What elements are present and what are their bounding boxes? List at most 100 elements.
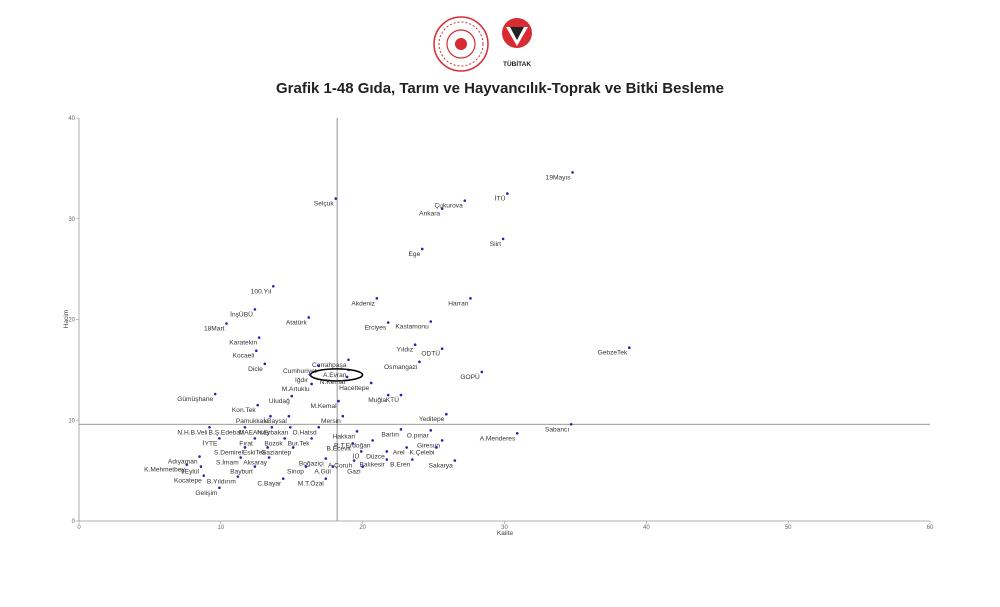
- point-label: Iğdır: [295, 377, 309, 384]
- point-label: Kocatepe: [174, 478, 202, 485]
- y-tick-label: 40: [68, 116, 75, 122]
- point-label: M.Kemal: [311, 403, 338, 410]
- point-label: Karatekin: [229, 340, 257, 347]
- point-label: İYTE: [203, 438, 218, 447]
- data-point: [369, 381, 373, 385]
- point-label: A.Menderes: [480, 435, 516, 442]
- point-label: A.Gül: [314, 469, 331, 476]
- data-point: [569, 422, 573, 426]
- data-point: [331, 465, 335, 468]
- point-label: GebzeTek: [598, 350, 628, 357]
- point-label: Balıkesir: [359, 462, 385, 469]
- point-label: Pamukkale: [236, 418, 269, 425]
- data-point: [198, 455, 201, 458]
- point-label: Selçuk: [314, 201, 334, 208]
- point-label: N.H.B.Veli: [177, 429, 208, 436]
- data-point: [243, 426, 247, 429]
- data-point: [571, 171, 574, 174]
- data-point: [270, 426, 274, 429]
- point-label: Mersin: [321, 418, 341, 425]
- point-label: Gümüşhane: [177, 396, 213, 403]
- data-point: [385, 458, 389, 461]
- point-label: B.Yıldırım: [207, 479, 236, 486]
- data-point: [239, 456, 242, 459]
- data-point: [628, 346, 631, 350]
- data-point: [480, 370, 484, 374]
- point-label: Bartın: [381, 431, 399, 438]
- point-label: N.Kemal: [320, 379, 346, 386]
- data-point: [283, 437, 286, 440]
- data-point: [341, 414, 345, 418]
- axes: 0 10 20 30 40 50 60 0 10 20 30 40: [68, 116, 934, 531]
- point-label: K.Mehmetbey: [144, 467, 185, 474]
- point-label: Muğla: [368, 397, 386, 404]
- point-label: MAEArsoy: [239, 429, 271, 436]
- data-point: [337, 399, 340, 403]
- y-tick-label: 30: [68, 217, 75, 223]
- point-label: Gaziantep: [261, 449, 291, 456]
- point-label: Osmangazi: [384, 364, 418, 371]
- point-label: A.Evran: [323, 372, 347, 379]
- data-point: [266, 446, 269, 449]
- data-point: [218, 437, 221, 440]
- data-point: [385, 450, 389, 453]
- data-point: [208, 426, 211, 429]
- data-point: [345, 375, 349, 379]
- data-point: [290, 394, 294, 398]
- point-label: 100.Yıl: [251, 288, 272, 295]
- data-point: [304, 465, 308, 468]
- data-point: [253, 437, 257, 440]
- tubitak-logo-text: TÜBİTAK: [503, 59, 531, 68]
- data-point: [352, 459, 356, 462]
- point-label: Bur.Tek: [288, 440, 311, 447]
- x-tick-label: 60: [927, 525, 934, 531]
- point-label: İ.Baysal: [263, 416, 287, 425]
- data-point: [308, 373, 312, 377]
- data-point: [213, 392, 217, 396]
- data-point: [263, 362, 267, 366]
- data-point: [287, 414, 291, 418]
- data-point: [386, 321, 390, 324]
- logo-bar: TÜBİTAK: [433, 16, 532, 72]
- data-point: [375, 297, 379, 300]
- point-label: Erciyes: [365, 325, 387, 332]
- point-label: C.Bayar: [257, 481, 282, 488]
- point-label: Düzce: [366, 453, 385, 460]
- point-label: Dicle: [248, 366, 263, 373]
- data-point: [418, 360, 421, 364]
- data-point: [347, 358, 350, 362]
- point-label: Hakkari: [333, 433, 356, 440]
- data-point: [420, 247, 424, 251]
- data-point: [324, 477, 328, 480]
- point-label: Cerrahpaşa: [312, 362, 347, 369]
- point-label: Ege: [409, 251, 421, 258]
- data-point: [440, 207, 444, 210]
- data-point: [515, 432, 519, 435]
- point-label: S.İmam: [216, 458, 239, 467]
- point-label: İnşÜBÜ: [230, 309, 253, 318]
- data-point: [463, 199, 467, 202]
- point-label: Kastamonu: [395, 324, 429, 331]
- data-point: [429, 320, 433, 323]
- data-point: [253, 308, 257, 311]
- point-label: Yeditepe: [419, 416, 445, 423]
- point-label: M.Artuklu: [282, 386, 310, 393]
- point-label: Harran: [448, 300, 468, 307]
- data-point: [399, 393, 403, 397]
- data-point: [359, 450, 363, 453]
- point-label: Kocaeli: [233, 353, 255, 360]
- point-label: M.T.Özal: [298, 480, 325, 488]
- point-label: İÜ: [353, 451, 360, 460]
- data-point: [199, 465, 203, 468]
- point-label: Adıyaman: [168, 459, 198, 466]
- x-axis-label: Kalite: [497, 530, 514, 537]
- data-point: [405, 446, 408, 449]
- data-point: [399, 428, 403, 431]
- point-label: KTÜ: [386, 396, 399, 404]
- point-label: Atatürk: [286, 319, 308, 326]
- data-point: [254, 349, 258, 353]
- point-label: Gelişim: [195, 490, 217, 497]
- data-point: [307, 316, 311, 319]
- data-point: [218, 486, 221, 490]
